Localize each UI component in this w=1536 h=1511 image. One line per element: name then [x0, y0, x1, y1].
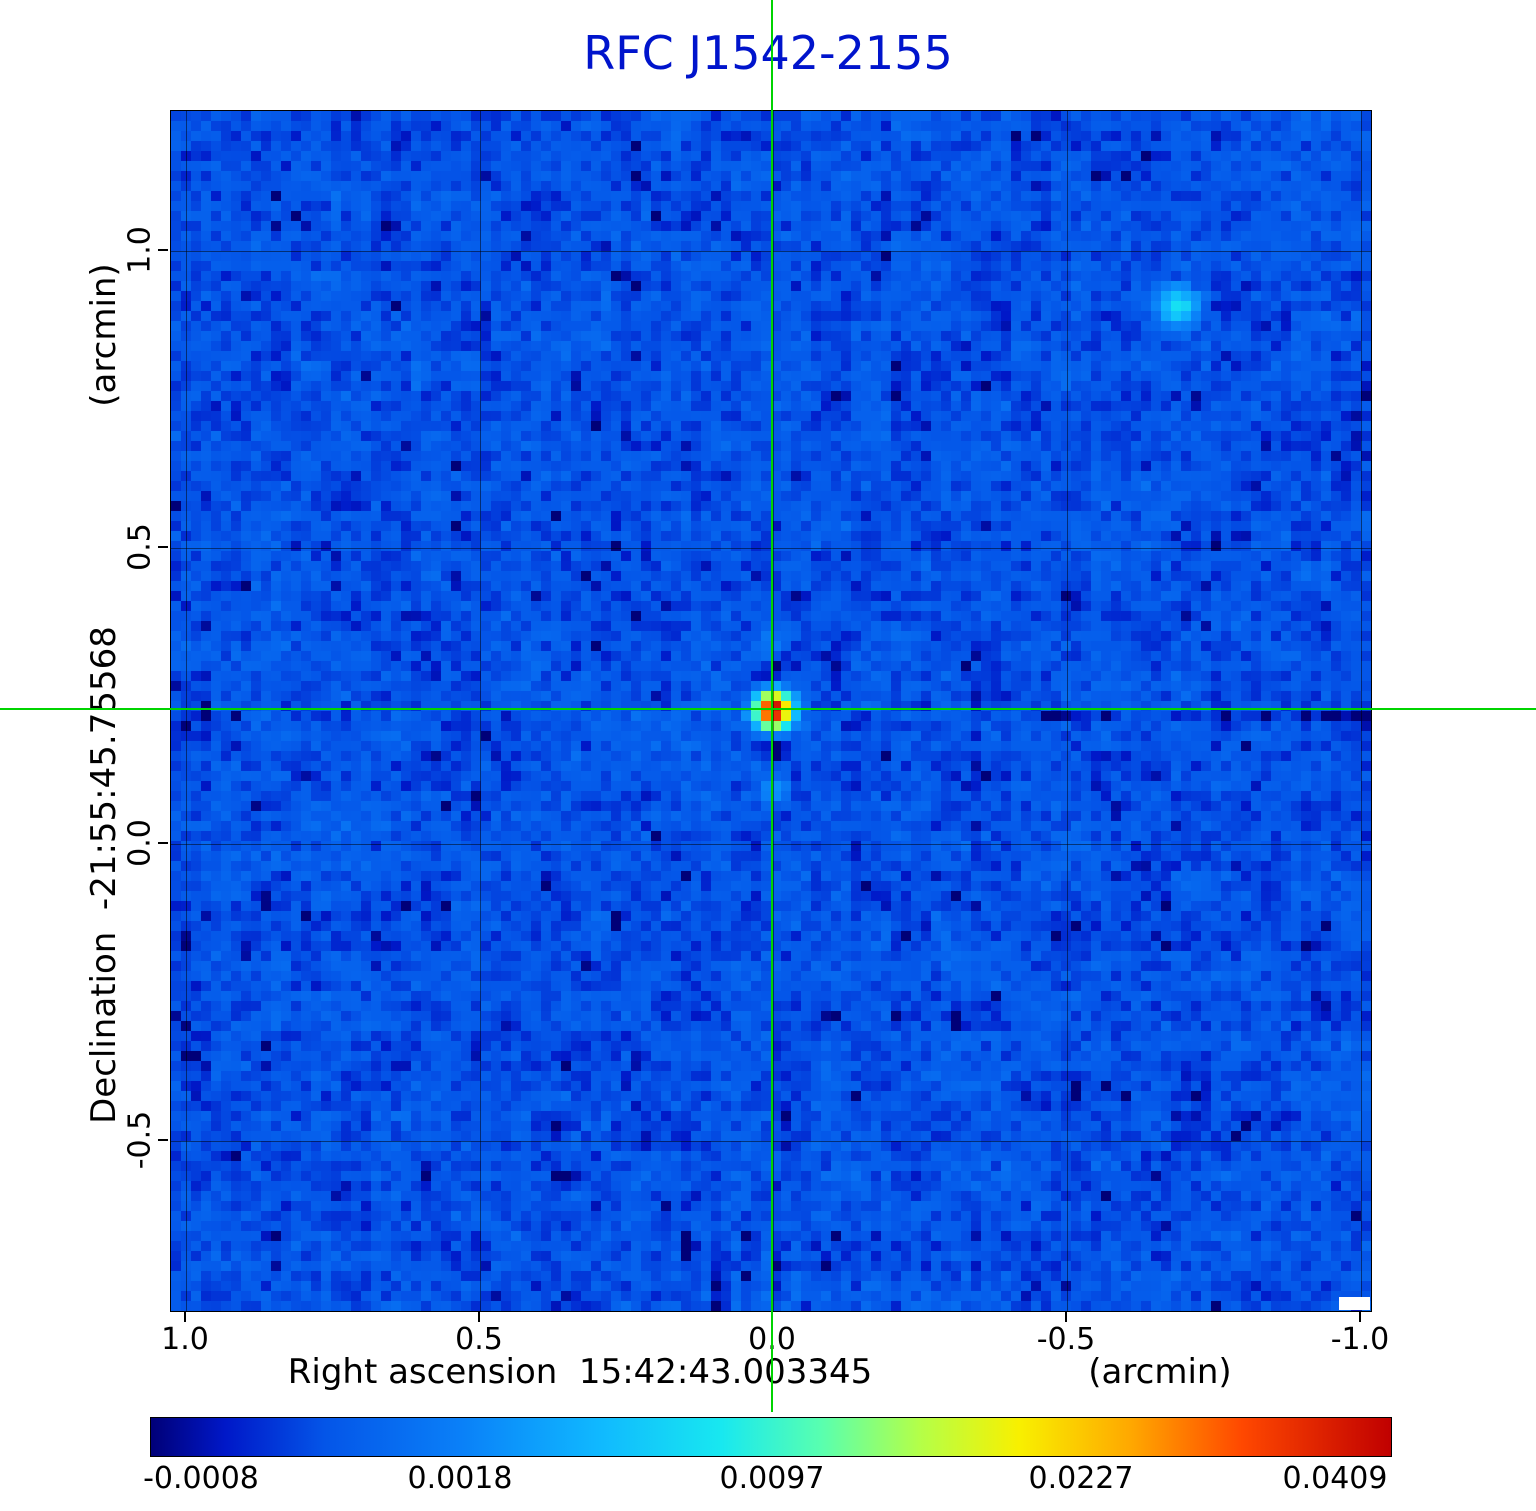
colorbar-tick-label: 0.0227	[1028, 1461, 1134, 1496]
x-axis-label: Right ascension 15:42:43.003345	[287, 1352, 873, 1392]
corner-patch	[1339, 1297, 1370, 1310]
x-tick-label: 0.5	[455, 1322, 503, 1357]
grid-line-vertical	[1067, 111, 1068, 1311]
grid-line-vertical	[186, 111, 187, 1311]
x-tick-label: 1.0	[161, 1322, 209, 1357]
y-tick-label: -0.5	[122, 1110, 158, 1170]
x-tick-mark	[1065, 1312, 1067, 1322]
y-tick-mark	[158, 546, 168, 548]
colorbar-tick-label: 0.0018	[407, 1461, 513, 1496]
crosshair-horizontal	[0, 708, 1536, 710]
grid-line-vertical	[1361, 111, 1362, 1311]
y-tick-label: 0.5	[122, 523, 158, 571]
y-tick-mark	[158, 249, 168, 251]
colorbar-tick-label: 0.0409	[1282, 1461, 1388, 1496]
x-tick-label: -0.5	[1036, 1322, 1096, 1357]
crosshair-vertical	[771, 0, 773, 1412]
colorbar-tick-label: 0.0097	[719, 1461, 825, 1496]
y-tick-mark	[158, 842, 168, 844]
y-axis-label: Declination -21:55:45.75568	[84, 626, 124, 1124]
colorbar	[150, 1417, 1392, 1457]
x-tick-mark	[184, 1312, 186, 1322]
colorbar-tick-label: -0.0008	[143, 1461, 259, 1496]
grid-line-vertical	[773, 111, 774, 1311]
x-tick-mark	[478, 1312, 480, 1322]
y-tick-label: 1.0	[122, 226, 158, 274]
x-tick-mark	[1359, 1312, 1361, 1322]
x-tick-label: -1.0	[1330, 1322, 1390, 1357]
chart-title: RFC J1542-2155	[583, 26, 953, 80]
grid-line-vertical	[480, 111, 481, 1311]
y-tick-mark	[158, 1139, 168, 1141]
x-axis-unit: (arcmin)	[1088, 1352, 1232, 1392]
y-tick-label: 0.0	[122, 819, 158, 867]
y-axis-unit: (arcmin)	[84, 263, 124, 407]
